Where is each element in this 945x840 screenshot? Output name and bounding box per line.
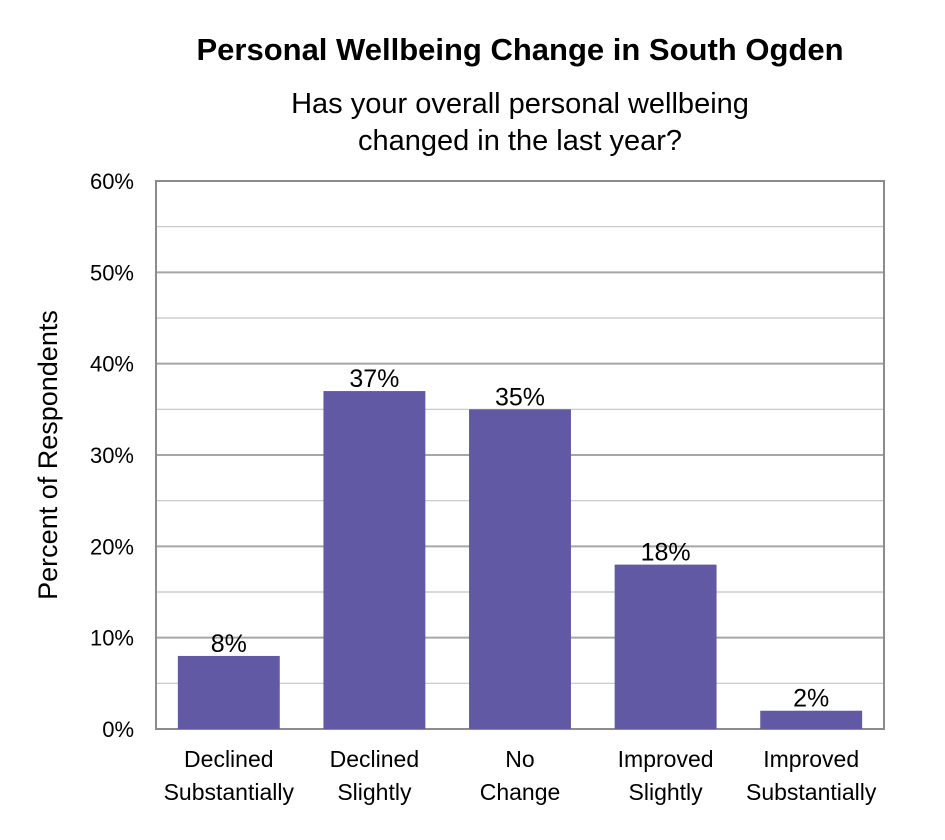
bars [177, 391, 863, 729]
y-axis-ticks: 0% 10% 20% 30% 40% 50% 60% [90, 169, 134, 742]
y-tick-label: 20% [90, 534, 134, 559]
x-category-label: No [505, 746, 534, 772]
x-category-label: Improved [763, 746, 859, 772]
bar [177, 655, 280, 729]
data-label: 2% [793, 685, 829, 713]
x-category-label: Slightly [629, 779, 704, 805]
x-category-label: Substantially [746, 779, 877, 805]
data-label: 35% [495, 383, 545, 411]
x-category-label: Slightly [337, 779, 412, 805]
chart-subtitle-line-2: changed in the last year? [358, 125, 682, 157]
chart-subtitle-line-1: Has your overall personal wellbeing [291, 88, 749, 120]
x-category-label: Substantially [164, 779, 295, 805]
x-category-label: Change [480, 779, 561, 805]
bar [469, 409, 571, 729]
bar [323, 391, 426, 729]
x-category-label: Declined [330, 746, 420, 772]
y-tick-label: 60% [90, 169, 134, 194]
y-tick-label: 10% [90, 626, 134, 651]
data-label: 37% [349, 365, 399, 393]
y-axis-label: Percent of Respondents [33, 310, 63, 600]
y-tick-label: 30% [90, 443, 134, 468]
x-axis-categories: Declined Substantially Declined Slightly No C… [164, 746, 877, 805]
chart-title: Personal Wellbeing Change in South Ogden [196, 32, 843, 67]
data-label: 18% [641, 539, 691, 567]
data-labels: 8% 37% 35% 18% 2% [211, 365, 830, 713]
y-tick-label: 0% [102, 717, 134, 742]
x-category-label: Improved [618, 746, 714, 772]
x-category-label: Declined [184, 746, 274, 772]
bar [760, 710, 863, 729]
gridlines [155, 180, 885, 730]
bar [614, 564, 717, 729]
data-label: 8% [211, 630, 247, 658]
y-tick-label: 50% [90, 260, 134, 285]
y-tick-label: 40% [90, 352, 134, 377]
